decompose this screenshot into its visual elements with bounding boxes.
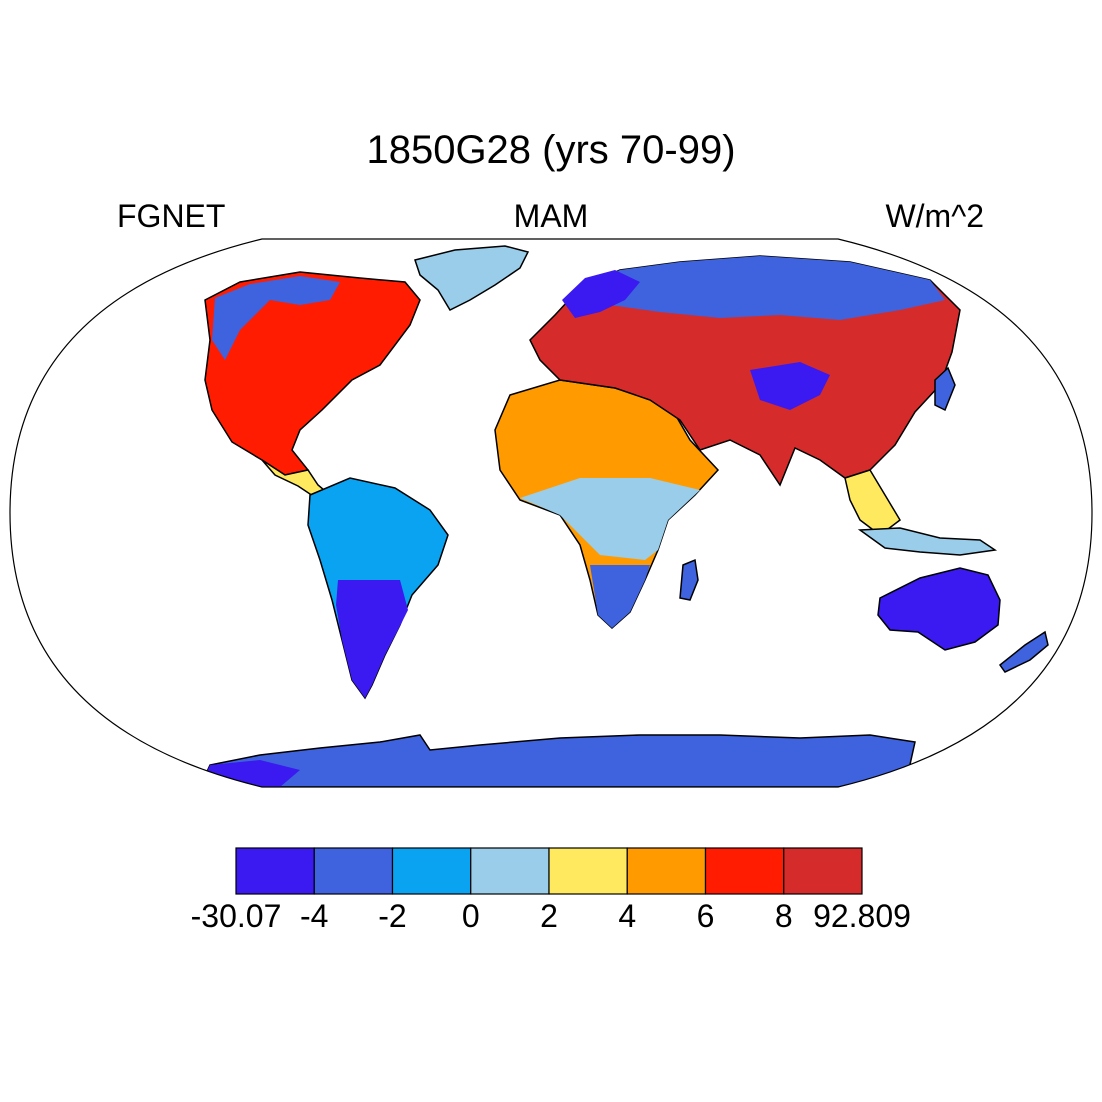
- colorbar-tick-label: -2: [378, 898, 407, 934]
- region-africa-tropics: [520, 478, 700, 560]
- region-greenland: [414, 245, 530, 311]
- colorbar-tick-label: 4: [618, 898, 637, 934]
- region-north-america-north: [212, 276, 340, 360]
- colorbar-tick-label: -4: [300, 898, 329, 934]
- colorbar-box: [548, 847, 628, 895]
- colorbar-tick-label: 0: [461, 898, 480, 934]
- region-japan: [934, 366, 956, 412]
- region-africa-south: [590, 565, 650, 628]
- colorbar-box: [235, 847, 315, 895]
- field-label: FGNET: [117, 198, 226, 234]
- season-label: MAM: [513, 198, 589, 234]
- map-outline: [9, 238, 1093, 788]
- region-madagascar: [679, 558, 699, 601]
- colorbar-tick-label: 6: [696, 898, 715, 934]
- colorbar-box: [783, 847, 863, 895]
- region-southeast-asia: [844, 469, 901, 536]
- region-indonesia: [857, 527, 998, 556]
- colorbar: [235, 847, 863, 895]
- colorbar-tick-label: 92.809: [813, 898, 911, 934]
- region-siberia: [580, 256, 945, 320]
- colorbar-box: [626, 847, 707, 895]
- region-tibet: [750, 362, 830, 410]
- colorbar-tick-label: 8: [774, 898, 793, 934]
- region-scandinavia: [562, 270, 640, 318]
- map-title: 1850G28 (yrs 70-99): [366, 128, 736, 172]
- region-antarctica: [198, 734, 916, 787]
- region-new-zealand: [998, 630, 1049, 673]
- colorbar-tick-label: 2: [540, 898, 558, 934]
- colorbar-box: [704, 847, 785, 895]
- colorbar-tick-label: -30.07: [190, 898, 282, 934]
- units-label: W/m^2: [885, 198, 984, 234]
- colorbar-box: [313, 847, 394, 895]
- region-south-america-south: [336, 580, 408, 698]
- region-north-america: [204, 271, 421, 476]
- colorbar-box: [391, 847, 472, 895]
- colorbar-box: [470, 847, 550, 895]
- region-australia: [877, 567, 1001, 651]
